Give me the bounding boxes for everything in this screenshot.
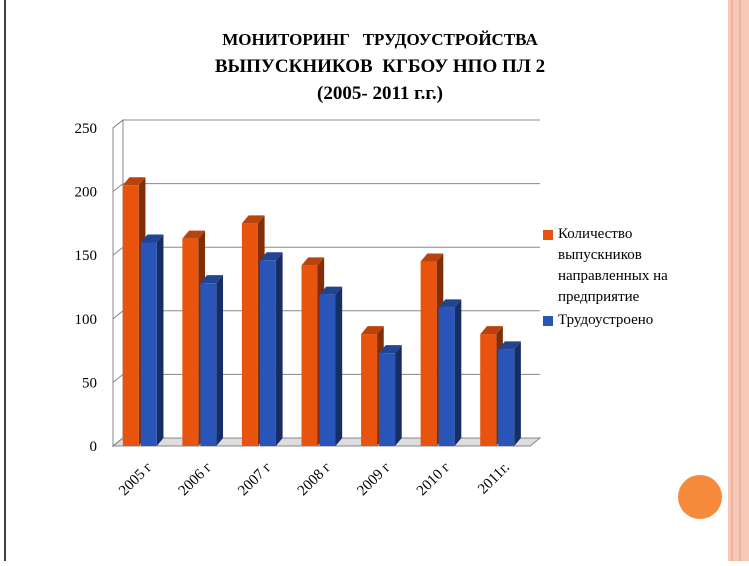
grid-line: [112, 246, 540, 256]
bar-side: [156, 234, 164, 446]
legend-swatch: [543, 230, 553, 240]
bar-side: [395, 345, 402, 446]
legend-item: Количество выпускников направленных на п…: [543, 224, 713, 308]
y-tick-label: 250: [75, 121, 98, 137]
bar-top: [438, 299, 462, 308]
bar: [241, 223, 258, 446]
bar-top: [301, 257, 325, 266]
bar: [301, 265, 318, 446]
grid-line: [112, 119, 540, 129]
bar-top: [498, 341, 521, 350]
bar-side: [216, 275, 224, 446]
bar-top: [379, 345, 402, 354]
bar-top: [259, 252, 283, 261]
legend-label: Трудоустроено: [558, 312, 654, 328]
legend-item: Трудоустроено: [543, 310, 713, 331]
y-tick-label: 150: [75, 248, 98, 264]
x-tick-label: 2005 г: [116, 460, 156, 500]
x-tick-label: 2010 г: [414, 460, 454, 500]
bar-top: [361, 326, 384, 335]
bar: [200, 283, 217, 446]
bar-top: [241, 215, 265, 224]
grid-line: [112, 183, 540, 192]
bar-side: [275, 252, 283, 446]
decor-circle: [678, 475, 722, 519]
bar-top: [122, 177, 146, 186]
bar: [498, 349, 515, 446]
bar: [438, 307, 455, 446]
bar-top: [200, 275, 224, 284]
title-line: (2005- 2011 г.г.): [317, 83, 443, 104]
axis-wall: [112, 118, 124, 448]
bar-top: [480, 326, 503, 335]
legend-swatch: [543, 316, 553, 326]
bar: [259, 260, 276, 446]
legend-label: Количество выпускников направленных на п…: [558, 226, 668, 305]
bar: [319, 294, 336, 446]
y-tick-label: 50: [82, 375, 97, 391]
bar-side: [454, 299, 462, 446]
bar: [379, 353, 396, 446]
x-tick-label: 2006 г: [176, 460, 216, 500]
bar: [122, 185, 139, 447]
bar: [420, 261, 437, 446]
bar-side: [514, 341, 521, 446]
bar-top: [319, 286, 343, 295]
x-tick-label: 2007 г: [235, 460, 275, 500]
title-line: ВЫПУСКНИКОВ КГБОУ НПО ПЛ 2: [215, 56, 545, 77]
bar-top: [140, 234, 164, 243]
y-tick-label: 100: [75, 312, 98, 328]
bar: [182, 238, 199, 446]
bar-top: [182, 230, 206, 239]
bar-top: [420, 253, 444, 262]
bar: [480, 334, 497, 446]
x-tick-label: 2011г.: [475, 460, 513, 498]
x-tick-label: 2009 г: [354, 460, 394, 500]
x-tick-label: 2008 г: [295, 460, 335, 500]
y-tick-label: 0: [90, 439, 98, 455]
bar: [140, 242, 157, 446]
bar: [361, 334, 378, 446]
title-line: МОНИТОРИНГ ТРУДОУСТРОЙСТВА: [222, 30, 538, 49]
legend: Количество выпускников направленных на п…: [543, 224, 713, 333]
bar-side: [335, 286, 343, 446]
y-tick-label: 200: [75, 185, 98, 201]
